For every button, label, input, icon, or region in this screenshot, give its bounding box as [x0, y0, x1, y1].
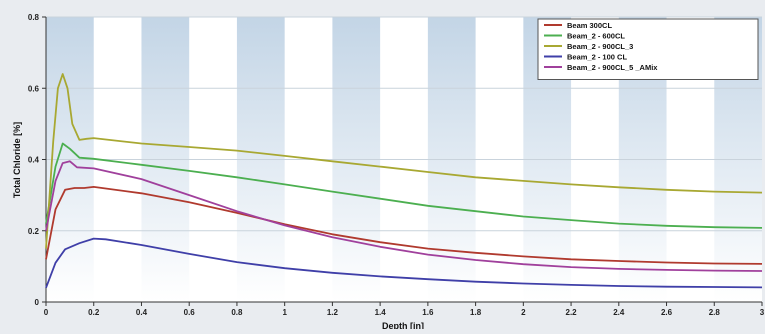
legend-box: [537, 18, 759, 80]
x-tick-label: 0.2: [88, 308, 100, 317]
x-tick-label: 1.6: [422, 308, 434, 317]
x-tick-label: 2.6: [661, 308, 673, 317]
x-tick-label: 0: [44, 308, 49, 317]
x-tick-label: 2.8: [709, 308, 721, 317]
x-tick-label: 0.6: [184, 308, 196, 317]
y-tick-label: 0.4: [28, 156, 40, 165]
legend-label-5: Beam_2 - 900CL_5 _AMix: [567, 63, 658, 72]
y-axis-title: Total Chloride [%]: [12, 122, 22, 198]
y-tick-label: 0.2: [28, 227, 40, 236]
y-tick-label: 0.8: [28, 13, 40, 22]
x-tick-label: 0.8: [231, 308, 243, 317]
legend-label-4: Beam_2 - 100 CL: [567, 53, 627, 62]
y-tick-label: 0: [35, 298, 40, 307]
series-line-2: [45, 142, 763, 229]
x-tick-label: 2.4: [613, 308, 625, 317]
legend-label-3: Beam_2 - 900CL_3: [567, 42, 633, 51]
x-tick-label: 1.2: [327, 308, 339, 317]
legend-label-1: Beam 300CL: [567, 21, 612, 30]
series-line-4: [45, 237, 763, 289]
x-tick-label: 1.4: [375, 308, 387, 317]
series-line-1: [45, 186, 763, 265]
x-tick-label: 3: [760, 308, 765, 317]
series-line-5: [45, 160, 763, 272]
series-line-3: [45, 73, 763, 249]
x-tick-label: 2: [521, 308, 526, 317]
x-tick-label: 1.8: [470, 308, 482, 317]
x-axis-title: Depth [in]: [382, 321, 424, 329]
x-tick-label: 1: [282, 308, 287, 317]
x-tick-label: 2.2: [566, 308, 578, 317]
y-tick-label: 0.6: [28, 84, 40, 93]
x-tick-label: 0.4: [136, 308, 148, 317]
legend-label-2: Beam_2 - 600CL: [567, 32, 625, 41]
